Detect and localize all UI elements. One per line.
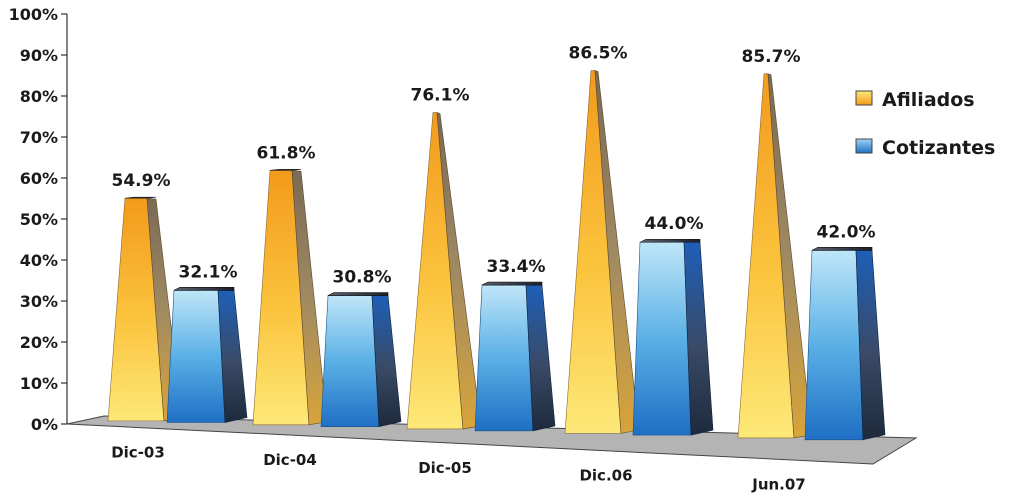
y-axis: 0% 10% 20% 30% 40% 50% 60% 70% 80% 90% 100% bbox=[9, 5, 67, 434]
bar-cotizantes-top bbox=[639, 238, 701, 243]
chart-floor bbox=[66, 415, 918, 465]
value-label-cotizantes: 42.0% bbox=[817, 222, 876, 242]
y-tick-label: 0% bbox=[31, 415, 58, 434]
bars bbox=[107, 70, 886, 441]
value-label-afiliados: 76.1% bbox=[411, 86, 470, 106]
legend-swatch-afiliados bbox=[855, 90, 873, 106]
value-label-cotizantes: 30.8% bbox=[333, 268, 392, 288]
bar-cotizantes bbox=[166, 290, 226, 423]
legend-swatch-cotizantes bbox=[855, 138, 873, 154]
value-label-cotizantes: 44.0% bbox=[645, 214, 704, 234]
bar-cotizantes bbox=[804, 250, 864, 441]
y-tick-label: 90% bbox=[20, 46, 58, 65]
value-label-afiliados: 61.8% bbox=[257, 143, 316, 163]
y-tick-label: 60% bbox=[20, 169, 58, 188]
y-tick-label: 100% bbox=[9, 5, 58, 24]
bar-cotizantes-top bbox=[173, 287, 235, 291]
x-axis: Dic-03 Dic-04 Dic-05 Dic.06 Jun.07 bbox=[111, 444, 806, 494]
legend-label-afiliados: Afiliados bbox=[882, 89, 975, 111]
bar-afiliados-top bbox=[124, 196, 157, 199]
value-label-afiliados: 85.7% bbox=[742, 47, 801, 67]
bar-cotizantes-top bbox=[481, 281, 543, 286]
x-tick-label: Jun.07 bbox=[751, 475, 806, 493]
bar-cotizantes bbox=[632, 241, 692, 436]
value-label-afiliados: 86.5% bbox=[569, 44, 628, 64]
x-tick-label: Dic-05 bbox=[418, 459, 472, 477]
y-tick-label: 80% bbox=[20, 87, 58, 106]
y-tick-label: 30% bbox=[20, 292, 58, 311]
bar-cotizantes bbox=[320, 295, 380, 427]
bar-cotizantes bbox=[474, 284, 534, 432]
legend-label-cotizantes: Cotizantes bbox=[882, 137, 995, 159]
value-label-afiliados: 54.9% bbox=[112, 171, 171, 191]
legend: Afiliados Cotizantes bbox=[855, 89, 995, 159]
value-label-cotizantes: 33.4% bbox=[487, 257, 546, 277]
y-tick-label: 50% bbox=[20, 210, 58, 229]
bar-cotizantes-top bbox=[327, 292, 389, 296]
bar-cotizantes-top bbox=[811, 247, 873, 251]
value-labels: 54.9% 32.1% 61.8% 30.8% 76.1% 33.4% 86.5% 44.0%… bbox=[112, 44, 876, 288]
bar-afiliados-top bbox=[269, 169, 302, 171]
y-tick-label: 70% bbox=[20, 128, 58, 147]
y-tick-label: 20% bbox=[20, 333, 58, 352]
x-tick-label: Dic-04 bbox=[263, 451, 317, 469]
y-tick-label: 10% bbox=[20, 374, 58, 393]
y-tick-label: 40% bbox=[20, 251, 58, 270]
value-label-cotizantes: 32.1% bbox=[179, 262, 238, 282]
x-tick-label: Dic-03 bbox=[111, 444, 165, 462]
x-tick-label: Dic.06 bbox=[579, 467, 632, 485]
